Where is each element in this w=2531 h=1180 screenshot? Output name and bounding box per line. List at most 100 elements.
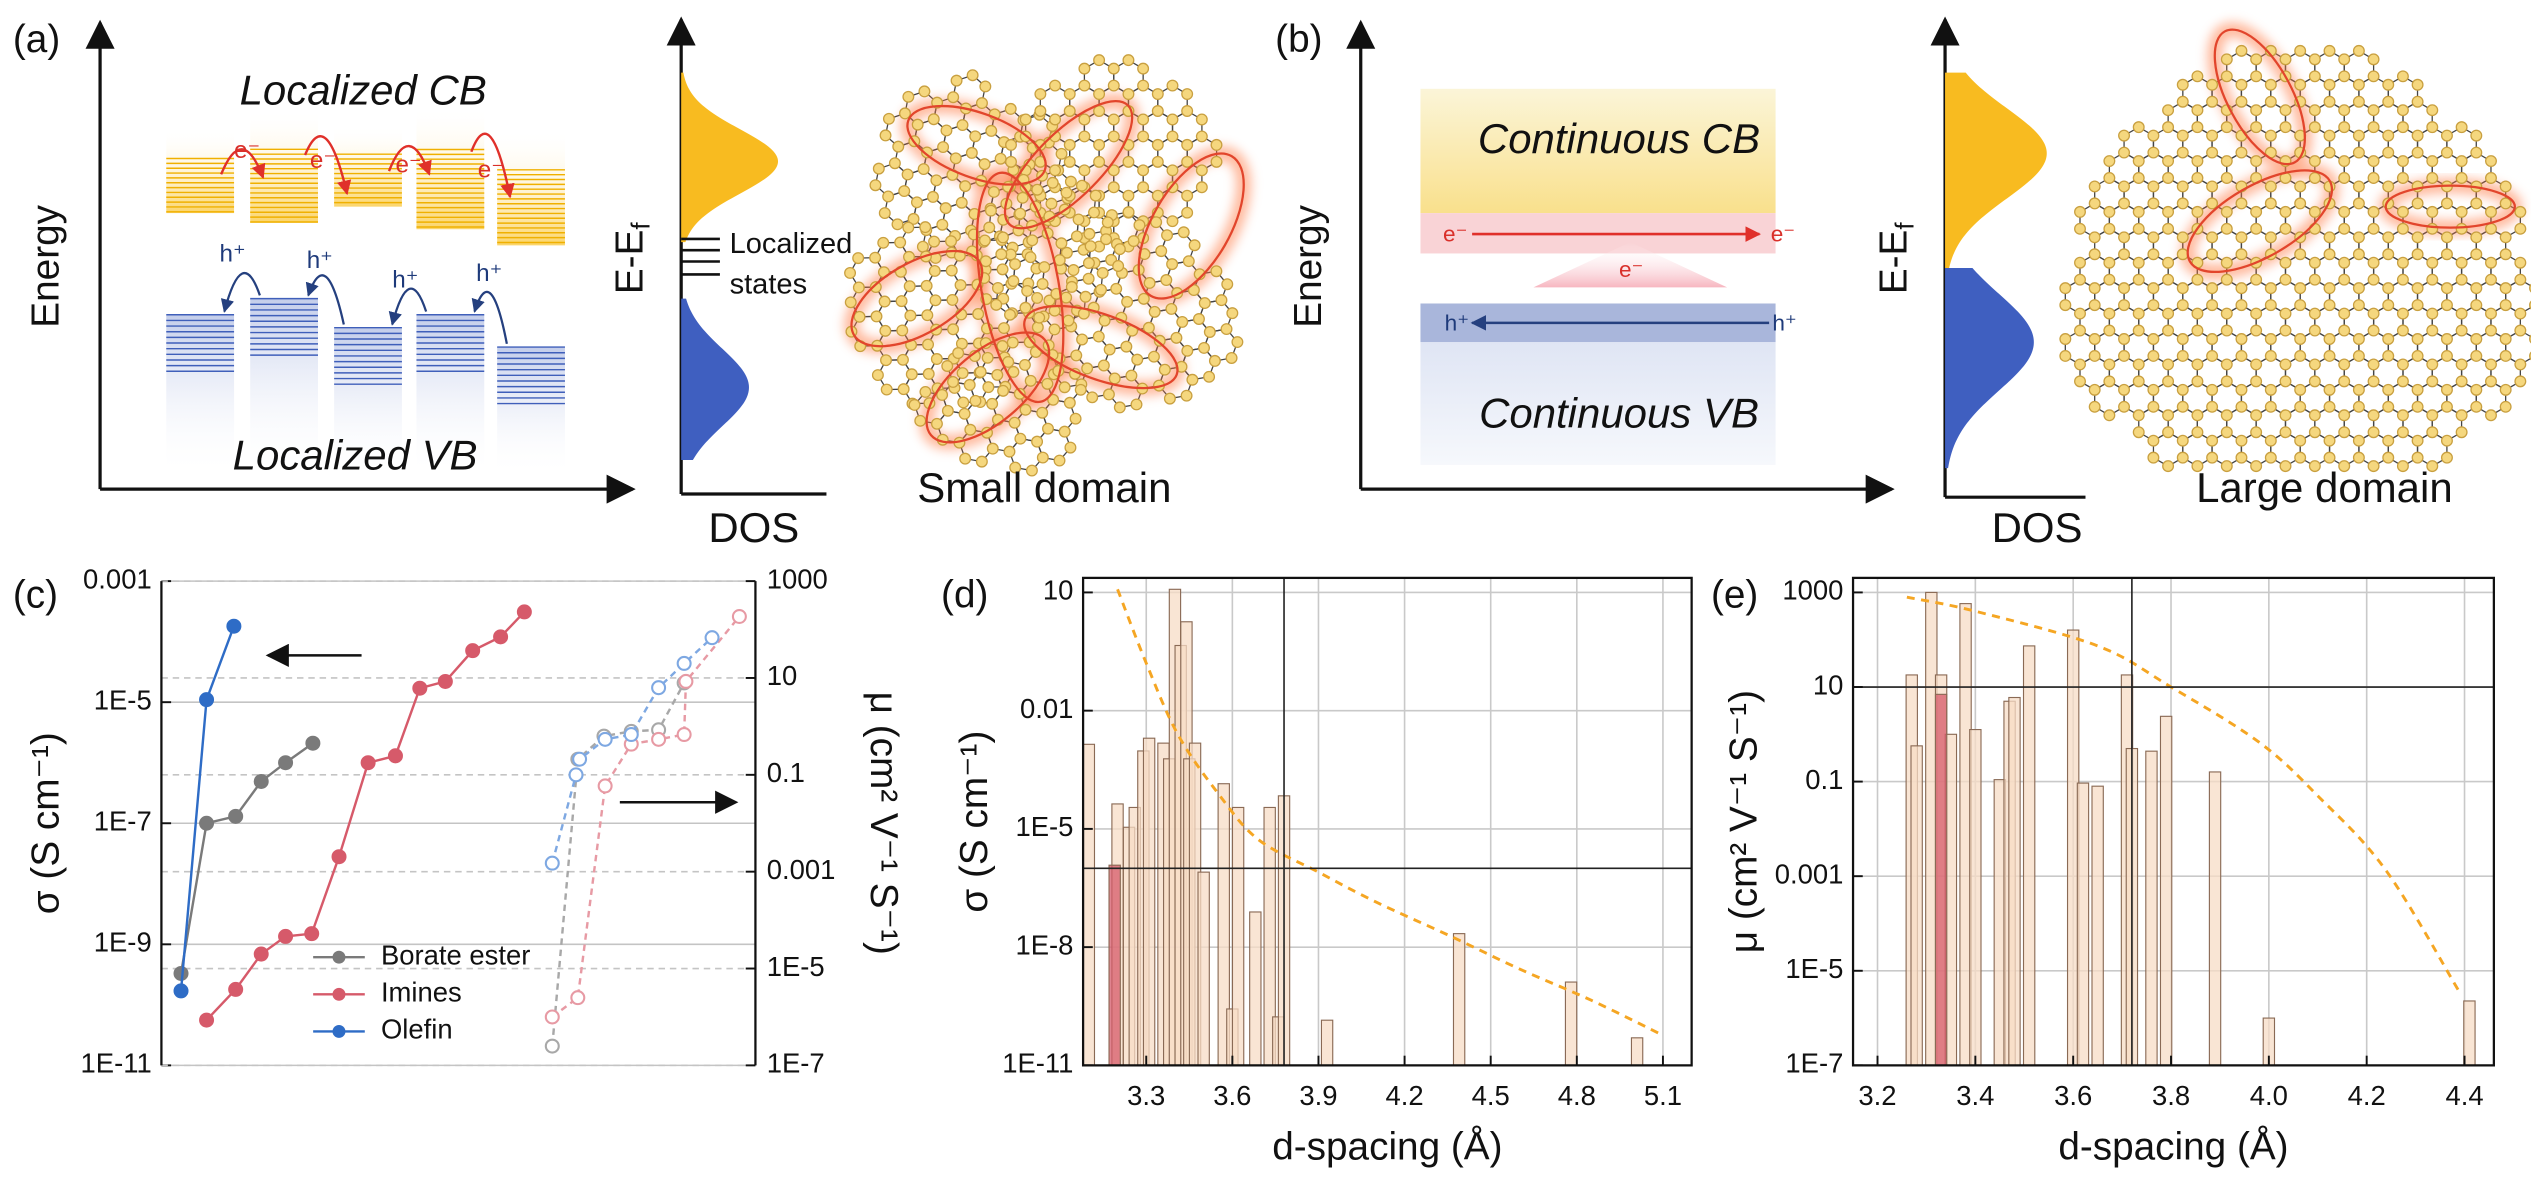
atom bbox=[1137, 79, 1150, 92]
atom bbox=[2323, 44, 2336, 57]
atom bbox=[2367, 205, 2380, 218]
atom bbox=[2220, 426, 2233, 439]
atom bbox=[2103, 324, 2116, 337]
atom bbox=[898, 185, 911, 198]
y-axis-label: σ (S cm⁻¹) bbox=[953, 731, 996, 913]
atom bbox=[2426, 409, 2439, 422]
atom bbox=[1014, 207, 1027, 220]
atom bbox=[2308, 53, 2321, 66]
atom bbox=[1093, 155, 1106, 168]
atom bbox=[2147, 282, 2160, 295]
atom bbox=[2206, 146, 2219, 159]
x-tick-label: 3.3 bbox=[1127, 1080, 1165, 1111]
atom bbox=[1210, 265, 1223, 278]
atom bbox=[936, 388, 949, 401]
atom bbox=[966, 69, 979, 82]
atom bbox=[1008, 416, 1021, 429]
atom bbox=[2176, 349, 2189, 362]
atom bbox=[2338, 53, 2351, 66]
x-tick-label: 4.4 bbox=[2445, 1080, 2483, 1111]
atom bbox=[2059, 299, 2072, 312]
atom bbox=[1007, 365, 1020, 378]
atom bbox=[1112, 260, 1125, 272]
atom bbox=[2191, 358, 2204, 371]
atom bbox=[1041, 377, 1054, 390]
atom bbox=[2191, 104, 2204, 117]
atom bbox=[1113, 401, 1126, 414]
atom bbox=[2396, 222, 2409, 235]
atom bbox=[2191, 273, 2204, 286]
data-point bbox=[597, 778, 613, 794]
atom bbox=[2411, 451, 2424, 464]
atom bbox=[2308, 256, 2321, 269]
atom bbox=[2132, 121, 2145, 134]
atom bbox=[2132, 273, 2145, 286]
dos-peak bbox=[1945, 72, 2047, 268]
atom bbox=[2426, 155, 2439, 168]
atom bbox=[956, 367, 969, 380]
legend-label: Imines bbox=[381, 977, 462, 1008]
atom bbox=[869, 179, 882, 192]
atom bbox=[2308, 409, 2321, 422]
atom bbox=[2338, 358, 2351, 371]
atom bbox=[2323, 78, 2336, 91]
transfer-glow bbox=[1533, 242, 1728, 288]
electron-label: e⁻ bbox=[1771, 222, 1795, 247]
bar bbox=[1910, 745, 1923, 1066]
atom bbox=[1062, 314, 1075, 327]
atom bbox=[2470, 197, 2483, 210]
atom bbox=[2250, 121, 2263, 134]
atom bbox=[1058, 425, 1071, 438]
atom bbox=[956, 119, 969, 132]
atom bbox=[882, 112, 895, 125]
atom bbox=[2088, 333, 2101, 345]
atom bbox=[2294, 434, 2307, 447]
dos-peak bbox=[681, 298, 749, 461]
y-tick-label: 1E-9 bbox=[94, 927, 152, 958]
atom bbox=[969, 394, 982, 407]
y2-tick-label: 1000 bbox=[767, 563, 828, 594]
bar bbox=[2008, 696, 2021, 1066]
atom bbox=[2206, 282, 2219, 295]
data-point bbox=[572, 751, 588, 767]
domain-ring bbox=[2186, 169, 2334, 274]
atom bbox=[2191, 70, 2204, 83]
atom bbox=[2382, 248, 2395, 261]
atom bbox=[2426, 205, 2439, 218]
plot-frame bbox=[1851, 576, 2496, 1067]
energy-label: Energy bbox=[25, 204, 68, 327]
atom bbox=[2176, 129, 2189, 142]
atom bbox=[1065, 280, 1078, 293]
data-point bbox=[199, 1012, 215, 1028]
atom bbox=[2367, 222, 2380, 235]
atom bbox=[959, 180, 972, 193]
atom bbox=[1092, 330, 1105, 343]
hole-label: h⁺ bbox=[307, 247, 333, 274]
state-lines bbox=[681, 237, 720, 276]
atom bbox=[1070, 349, 1083, 362]
y2-tick-label: 0.001 bbox=[767, 854, 836, 885]
atom bbox=[2514, 222, 2527, 235]
atom bbox=[978, 234, 991, 247]
atom bbox=[2396, 324, 2409, 337]
atom bbox=[1049, 79, 1062, 92]
atom bbox=[2323, 434, 2336, 447]
cb-label: Localized CB bbox=[240, 67, 487, 114]
atom bbox=[2396, 426, 2409, 439]
data-point bbox=[412, 680, 428, 696]
atom bbox=[2426, 104, 2439, 117]
atom bbox=[2396, 172, 2409, 184]
dos-y-label-main: E-E bbox=[1873, 230, 1916, 295]
electron-hop bbox=[303, 135, 352, 196]
atom bbox=[2147, 231, 2160, 244]
atom bbox=[2396, 104, 2409, 117]
atom bbox=[2338, 121, 2351, 134]
atom bbox=[2382, 451, 2395, 464]
atom bbox=[2352, 44, 2365, 57]
atom bbox=[2514, 375, 2527, 388]
atom bbox=[2294, 44, 2307, 57]
panel-label: (e) bbox=[1711, 573, 1758, 616]
atom bbox=[2074, 222, 2086, 235]
electron-label: e⁻ bbox=[234, 137, 260, 164]
atom bbox=[2132, 155, 2145, 168]
